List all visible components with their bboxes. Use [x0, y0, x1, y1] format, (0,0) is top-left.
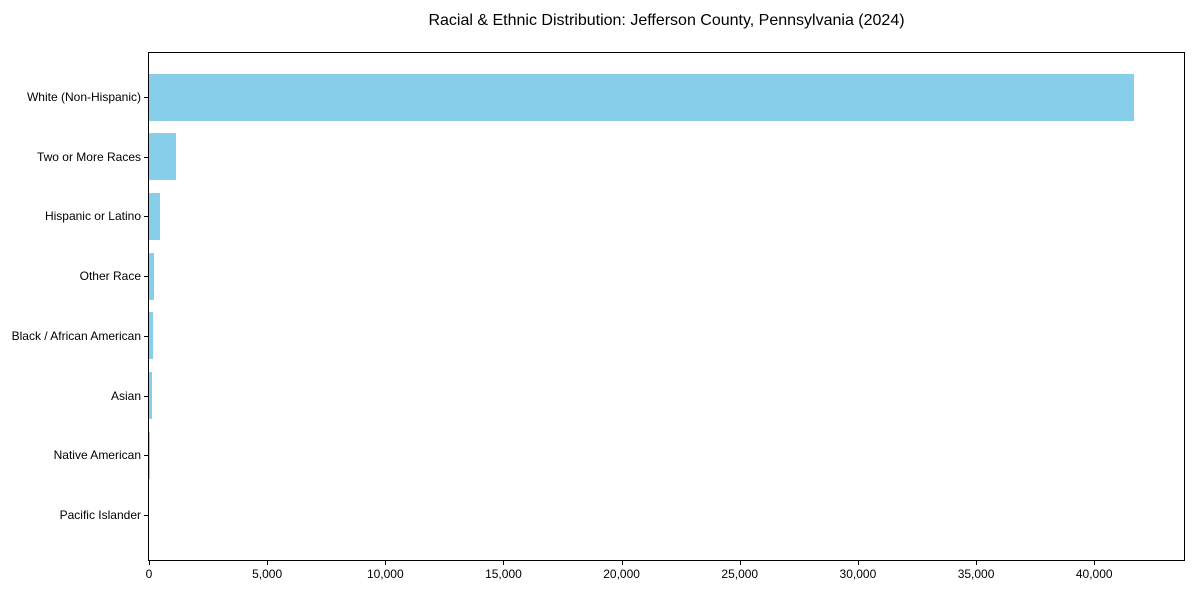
x-axis-tick-label: 40,000	[1075, 567, 1113, 581]
y-axis-label: Asian	[110, 388, 141, 403]
x-axis-tick	[1094, 561, 1096, 565]
x-axis-tick-label: 10,000	[366, 567, 404, 581]
x-axis-tick	[385, 561, 387, 565]
y-axis-tick	[144, 276, 148, 278]
x-axis-tick	[857, 561, 859, 565]
y-axis-label: Native American	[53, 448, 141, 463]
x-axis-tick	[621, 561, 623, 565]
x-axis-tick	[149, 561, 150, 565]
bar	[149, 431, 150, 479]
y-axis-label: Two or More Races	[36, 149, 141, 164]
y-axis-label: Other Race	[79, 269, 141, 284]
y-axis-tick	[144, 515, 148, 516]
x-axis-tick-label: 35,000	[957, 567, 995, 581]
x-axis-tick-label: 5,000	[252, 567, 283, 581]
bar	[149, 192, 160, 240]
bar	[149, 312, 153, 360]
x-axis-tick-label: 20,000	[603, 567, 640, 581]
y-axis-tick	[144, 395, 148, 397]
x-axis-tick-label: 15,000	[485, 567, 522, 581]
y-axis-label: Black / African American	[11, 328, 141, 343]
x-axis-tick-label: 0	[145, 567, 153, 581]
x-axis-tick	[976, 561, 978, 565]
y-axis-tick	[144, 455, 148, 457]
y-axis-tick	[144, 97, 148, 98]
bar	[149, 133, 176, 181]
y-axis-label: Pacific Islander	[59, 508, 141, 522]
bar	[149, 73, 1134, 121]
y-axis-label: Hispanic or Latino	[44, 209, 141, 224]
x-axis-tick-label: 25,000	[721, 567, 759, 581]
plot-area	[148, 52, 1185, 561]
bar	[149, 252, 154, 300]
y-axis-tick	[144, 335, 148, 337]
y-axis-tick	[144, 216, 148, 218]
x-axis-tick	[267, 561, 269, 565]
x-axis-tick	[739, 561, 741, 565]
x-axis-tick-label: 30,000	[839, 567, 877, 581]
chart-title: Racial & Ethnic Distribution: Jefferson …	[428, 12, 905, 29]
y-axis-label: White (Non-Hispanic)	[26, 90, 141, 104]
x-axis-tick	[503, 561, 505, 565]
bar	[149, 372, 152, 420]
y-axis-tick	[144, 156, 148, 158]
